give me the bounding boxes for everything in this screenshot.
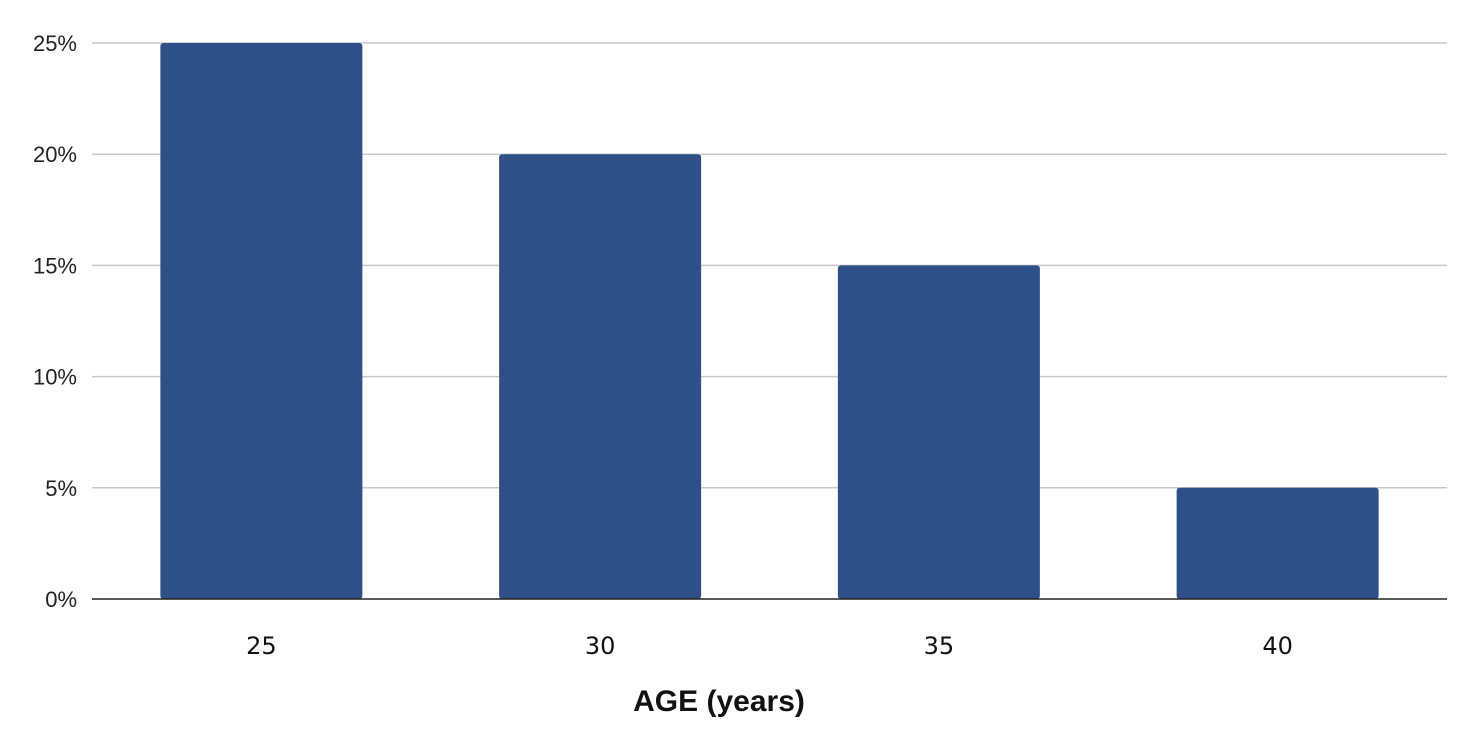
- bar-25: [160, 43, 363, 599]
- bar-30: [499, 154, 702, 599]
- y-tick-label: 15%: [33, 253, 77, 278]
- y-tick-label: 10%: [33, 365, 77, 390]
- bar-35: [837, 265, 1040, 599]
- x-tick-label: 30: [585, 632, 616, 660]
- y-tick-label: 25%: [33, 31, 77, 56]
- x-axis-title: AGE (years): [633, 685, 805, 718]
- y-tick-label: 20%: [33, 142, 77, 167]
- x-tick-label: 40: [1262, 632, 1293, 660]
- x-axis-tick-labels: 25 30 35 40: [246, 632, 1293, 660]
- y-axis-tick-labels: 0% 5% 10% 15% 20% 25%: [33, 31, 77, 612]
- y-tick-label: 0%: [45, 587, 77, 612]
- x-tick-label: 35: [924, 632, 955, 660]
- x-tick-label: 25: [246, 632, 277, 660]
- y-tick-label: 5%: [45, 476, 77, 501]
- bar-40: [1176, 487, 1379, 599]
- bars: [160, 43, 1379, 599]
